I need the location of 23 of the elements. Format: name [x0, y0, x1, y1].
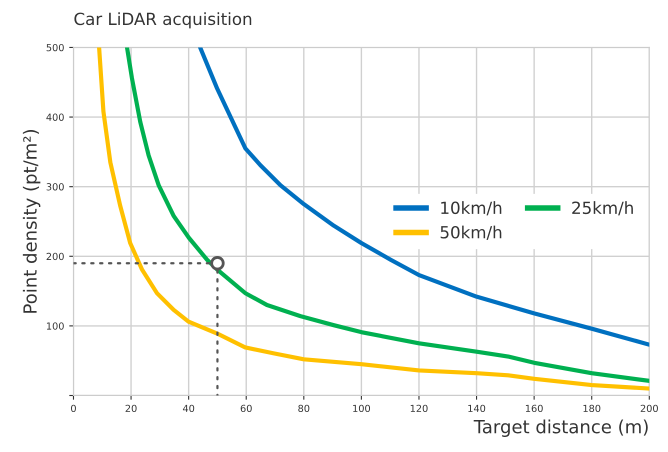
x-tick-label: 160 — [526, 404, 543, 412]
x-tick-label: 20 — [126, 404, 137, 412]
x-tick-label: 80 — [298, 404, 310, 412]
x-tick-label: 180 — [584, 404, 600, 412]
chart-title: Car LiDAR acquisition — [74, 12, 252, 28]
y-tick-label: 200 — [46, 252, 64, 260]
x-tick-label: 60 — [240, 404, 252, 412]
y-tick-label: 400 — [46, 114, 64, 121]
line-series — [198, 47, 650, 347]
x-tick-label: 40 — [182, 404, 194, 412]
legend-label: 10km/h — [441, 201, 502, 216]
x-tick-label: 200 — [640, 404, 658, 412]
y-tick-label: 300 — [46, 183, 64, 191]
x-tick-label: 140 — [468, 404, 486, 412]
x-tick-label: 120 — [410, 404, 428, 412]
x-axis-title: Target distance (m) — [474, 419, 648, 437]
y-axis-title: Point density (pt/m²) — [22, 130, 40, 313]
y-tick-label: 500 — [46, 44, 64, 52]
legend-label: 50km/h — [440, 226, 502, 240]
legend-label: 25km/h — [572, 201, 633, 216]
x-tick-label: 0 — [71, 404, 76, 412]
y-tick-label: 100 — [46, 322, 64, 330]
x-tick-label: 100 — [353, 404, 370, 412]
